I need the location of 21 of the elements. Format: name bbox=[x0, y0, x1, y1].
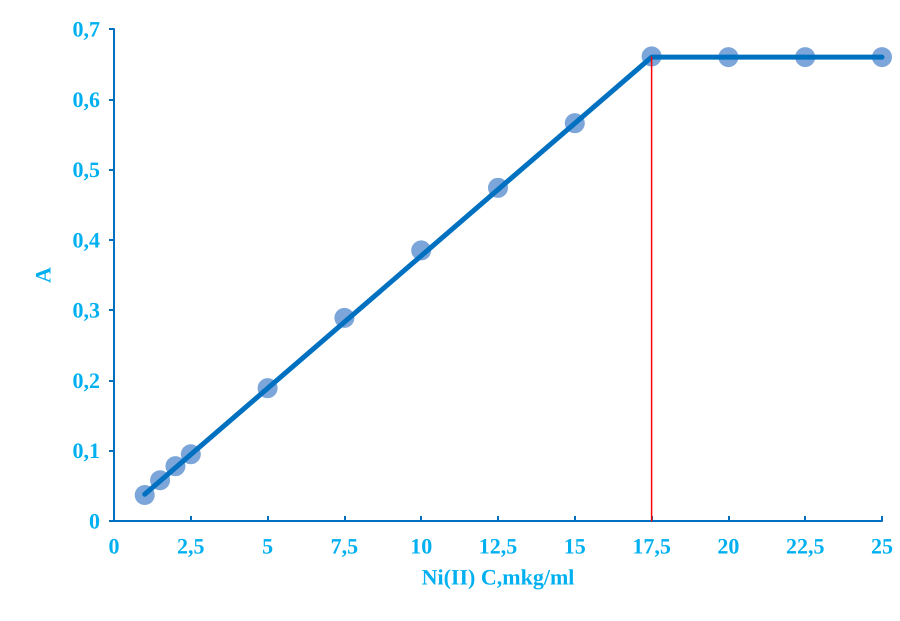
y-tick-label: 0,5 bbox=[72, 157, 100, 182]
x-tick-label: 20 bbox=[717, 534, 740, 558]
x-tick-label: 25 bbox=[871, 534, 893, 558]
y-tick-label: 0,3 bbox=[72, 298, 100, 323]
x-tick-label: 0 bbox=[108, 534, 120, 558]
y-tick-label: 0,2 bbox=[72, 368, 100, 393]
y-tick-label: 0,7 bbox=[72, 16, 100, 42]
x-tick-label: 12,5 bbox=[478, 534, 518, 558]
y-tick-label: 0,1 bbox=[72, 438, 100, 464]
x-tick-label: 22,5 bbox=[786, 534, 824, 558]
x-tick-label: 17,5 bbox=[632, 534, 671, 558]
x-axis-title: Ni(II) C,mkg/ml bbox=[422, 564, 574, 590]
y-axis-title: A bbox=[30, 266, 56, 283]
x-tick-label: 10 bbox=[410, 534, 432, 558]
y-tick-label: 0,4 bbox=[72, 227, 100, 252]
x-tick-label: 15 bbox=[564, 534, 586, 558]
x-tick-label: 2,5 bbox=[177, 534, 205, 558]
x-tick-label: 5 bbox=[262, 534, 274, 558]
x-tick-label: 7,5 bbox=[330, 534, 358, 558]
y-tick-label: 0 bbox=[89, 508, 100, 534]
y-tick-label: 0,6 bbox=[72, 86, 100, 112]
